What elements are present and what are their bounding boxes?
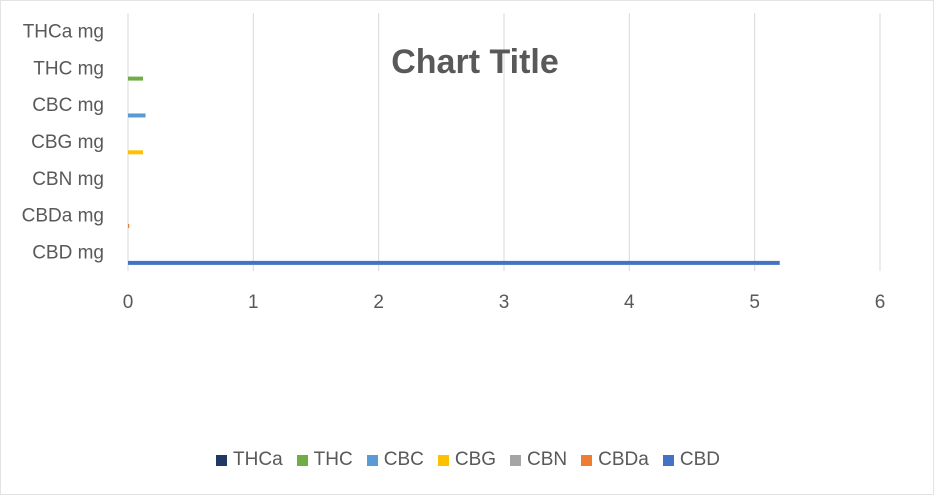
chart-plot: CBD mg CBDa mg CBN mg CBG mg CBC mg THC mg THC…	[22, 13, 886, 313]
legend-label: THCa	[233, 449, 283, 470]
legend-swatch	[437, 454, 449, 466]
legend-label: CBD	[679, 449, 720, 470]
y-category-label: THCa mg	[23, 21, 104, 42]
bars	[128, 76, 780, 265]
y-axis-labels: CBD mg CBDa mg CBN mg CBG mg CBC mg THC mg THC…	[22, 21, 104, 263]
legend-label: CBG	[454, 449, 497, 470]
x-tick-label: 6	[875, 292, 886, 313]
y-category-label: CBN mg	[32, 169, 104, 190]
bar-cbc-cbc-mg	[128, 113, 146, 118]
legend-swatch	[581, 454, 593, 466]
legend-label: CBC	[383, 449, 424, 470]
x-tick-label: 3	[499, 292, 510, 313]
bar-thc-thc-mg	[128, 76, 144, 81]
y-category-label: CBDa mg	[22, 206, 104, 227]
legend-swatch	[216, 454, 228, 466]
y-category-label: CBC mg	[32, 95, 104, 116]
legend-item-cbn: CBN	[510, 449, 567, 471]
legend-label: CBDa	[598, 449, 649, 470]
chart-title: Chart Title	[391, 43, 559, 81]
x-tick-label: 5	[749, 292, 760, 313]
x-tick-label: 0	[123, 292, 134, 313]
legend-item-cbc: CBC	[366, 449, 424, 471]
legend-item-cbd: CBD	[662, 449, 720, 471]
y-category-label: CBG mg	[31, 132, 104, 153]
bar-cbd-cbd-mg	[128, 260, 780, 265]
y-category-label: CBD mg	[32, 243, 104, 264]
legend-swatch	[510, 454, 522, 466]
bar-cbda-cbda-mg	[128, 224, 130, 229]
legend-label: THC	[313, 449, 353, 470]
legend-swatch	[296, 454, 308, 466]
x-tick-label: 1	[248, 292, 259, 313]
legend: THCa THC CBC CBG CBN CBDa CBD	[1, 449, 934, 471]
x-tick-label: 2	[373, 292, 384, 313]
legend-label: CBN	[527, 449, 568, 470]
bar-cbg-cbg-mg	[128, 150, 144, 155]
gridlines	[127, 13, 881, 271]
legend-swatch	[366, 454, 378, 466]
legend-item-cbg: CBG	[437, 449, 497, 471]
legend-item-thc: THC	[296, 449, 353, 471]
legend-item-cbda: CBDa	[581, 449, 649, 471]
x-axis-labels: 0 1 2 3 4 5 6	[123, 292, 886, 313]
legend-item-thca: THCa	[216, 449, 283, 471]
legend-swatch	[662, 454, 674, 466]
x-tick-label: 4	[624, 292, 635, 313]
y-category-label: THC mg	[33, 58, 104, 79]
